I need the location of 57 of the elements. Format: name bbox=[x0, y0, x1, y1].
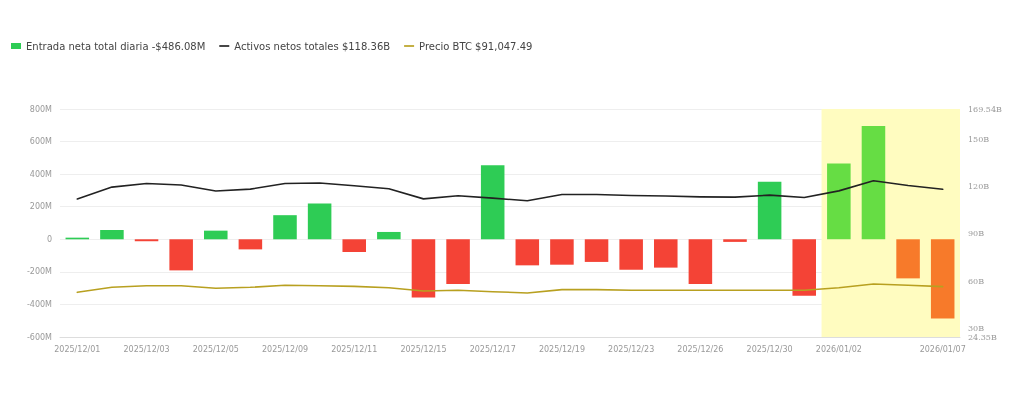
bar bbox=[411, 239, 436, 298]
x-tick-label: 2025/12/03 bbox=[123, 344, 170, 354]
y2-tick-label: 24.35B bbox=[968, 332, 997, 342]
bar bbox=[688, 239, 713, 285]
bar bbox=[584, 239, 609, 262]
bar bbox=[515, 239, 540, 266]
bar bbox=[654, 239, 678, 268]
bar bbox=[169, 239, 193, 271]
bar bbox=[827, 163, 851, 240]
legend-label: Activos netos totales $118.36B bbox=[234, 40, 391, 52]
x-tick-label: 2025/12/01 bbox=[54, 344, 101, 354]
bar bbox=[238, 239, 263, 250]
bar bbox=[619, 239, 643, 270]
x-tick-label: 2025/12/17 bbox=[469, 344, 516, 354]
y2-tick-label: 30B bbox=[968, 323, 985, 333]
bar bbox=[446, 239, 470, 285]
bar bbox=[757, 181, 782, 240]
x-tick-label: 2025/12/23 bbox=[608, 344, 655, 354]
y-tick-label: -400M bbox=[26, 299, 53, 309]
y2-tick-label: 169.54B bbox=[968, 104, 1002, 114]
x-tick-label: 2025/12/09 bbox=[261, 344, 309, 354]
bar bbox=[307, 203, 332, 240]
x-tick-label: 2025/12/15 bbox=[400, 344, 447, 354]
y2-tick-label: 90B bbox=[968, 229, 985, 239]
bar bbox=[792, 239, 816, 296]
x-tick-label: 2025/12/26 bbox=[677, 344, 724, 354]
x-tick-label: 2025/12/11 bbox=[331, 344, 378, 354]
bar bbox=[861, 126, 886, 240]
bar bbox=[480, 165, 505, 240]
bar bbox=[550, 239, 574, 265]
y2-tick-label: 60B bbox=[968, 276, 985, 286]
y-tick-label: 800M bbox=[29, 104, 53, 114]
x-tick-label: 2025/12/30 bbox=[746, 344, 793, 354]
x-tick-label: 2026/01/07 bbox=[919, 344, 966, 354]
y-tick-label: 600M bbox=[29, 137, 53, 147]
bar bbox=[723, 239, 747, 242]
bar bbox=[930, 239, 955, 319]
y2-tick-label: 120B bbox=[968, 182, 990, 192]
bar bbox=[100, 230, 124, 240]
legend-label: Entrada neta total diaria -$486.08M bbox=[26, 40, 206, 52]
y-tick-label: 0 bbox=[46, 234, 52, 244]
bar bbox=[204, 230, 228, 240]
x-tick-label: 2025/12/19 bbox=[538, 344, 585, 354]
y-tick-label: -200M bbox=[26, 267, 53, 277]
line-series bbox=[76, 283, 944, 294]
x-tick-label: 2025/12/05 bbox=[192, 344, 239, 354]
line-series bbox=[76, 180, 944, 202]
legend-label: Precio BTC $91,047.49 bbox=[419, 40, 533, 52]
bar bbox=[377, 231, 401, 240]
bar bbox=[273, 215, 297, 240]
bar bbox=[342, 239, 366, 252]
y-tick-label: 200M bbox=[29, 202, 53, 212]
y-tick-label: -600M bbox=[26, 332, 53, 342]
y2-tick-label: 150B bbox=[968, 135, 990, 145]
bar bbox=[896, 239, 920, 279]
x-tick-label: 2026/01/02 bbox=[815, 344, 862, 354]
y-tick-label: 400M bbox=[29, 169, 53, 179]
